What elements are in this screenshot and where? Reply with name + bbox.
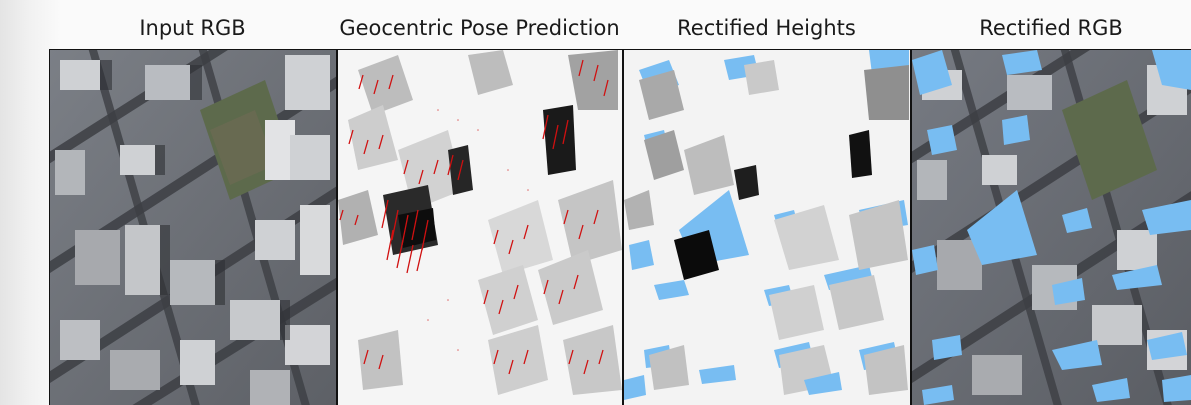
height-map-vectors: [338, 50, 622, 405]
rectified-heights-image: [624, 50, 910, 405]
title-geocentric-pose-prediction: Geocentric Pose Prediction: [339, 16, 620, 40]
aerial-photo-rgb: [50, 50, 336, 405]
title-rectified-heights: Rectified Heights: [677, 16, 856, 40]
rectified-height-map: [624, 50, 910, 405]
rectified-rgb-image: [912, 50, 1191, 405]
rectified-aerial-photo: [912, 50, 1191, 405]
title-rectified-rgb: Rectified RGB: [979, 16, 1123, 40]
panel-titles: Input RGB Geocentric Pose Prediction Rec…: [0, 0, 1191, 48]
image-panels: [49, 49, 1191, 405]
input-rgb-image: [50, 50, 336, 405]
title-input-rgb: Input RGB: [139, 16, 246, 40]
geocentric-pose-image: [338, 50, 622, 405]
